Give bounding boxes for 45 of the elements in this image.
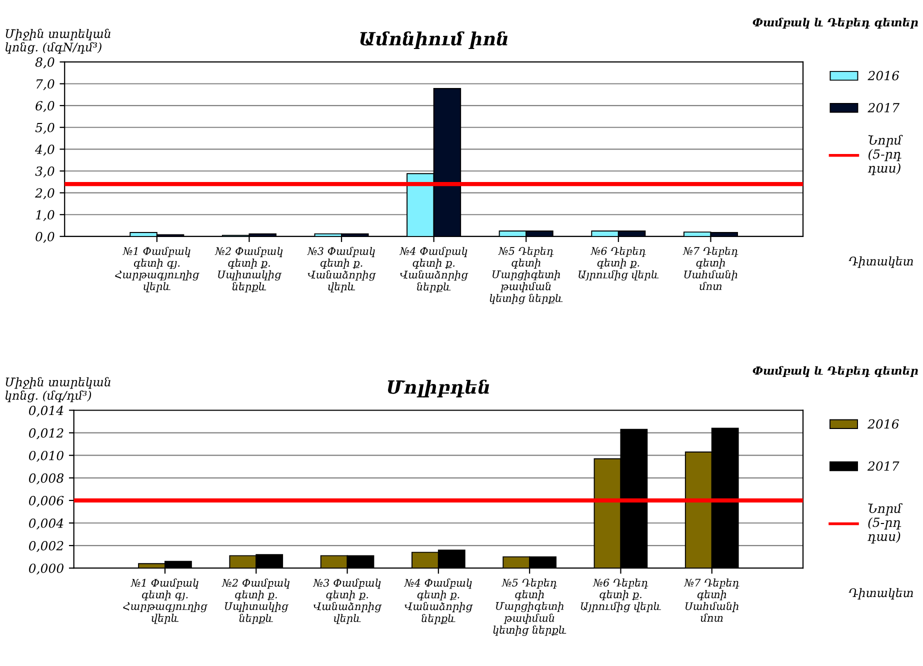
y-tick-label: 4,0 [34,144,54,156]
x-tick-label: №4 Փամբակ գետի ք. Վանաձորից ներքև [404,578,473,624]
x-tick-label: №7 Դեբեդ գետի Սահմանի մոտ [684,578,740,622]
x-tick-label: №6 Դեբեդ գետի ք. Այրումից վերև [580,578,662,612]
y-tick-label: 1,0 [36,210,54,222]
y-tick-label: 0,014 [28,406,64,417]
text: Փամբակ և Դեբեդ գետեր [752,366,918,377]
legend-label: 2017 [868,103,900,112]
y-tick-label: 3,0 [35,166,54,178]
legend-label: 2016 [868,70,900,80]
x-tick-label: №5 Դեբեդ գետի Մարցիգետի թափման կետից ներքև [490,246,563,304]
y-axis-title: Միջին տարեկան կոնց. (մգN/դմ³) [6,28,110,54]
legend-label: Նորմ (5-րդ դաս) [868,503,903,544]
x-tick-label: №3 Փամբակ գետի ք. Վանաձորից վերև [312,578,382,624]
y-tick-label: 0,008 [28,473,64,484]
y-tick-label: 0,000 [28,564,64,575]
x-tick-label: №3 Փամբակ գետի ք. Վանաձորից վերև [307,246,376,292]
y-tick-label: 0,002 [28,541,64,552]
legend-label: 2017 [867,461,900,471]
x-tick-label: №1 Փամբակ գետի գյ. Հարթագյուղից վերև [123,578,208,624]
x-axis-title: Դիտակետ [848,256,913,268]
legend-label: Նորմ (5-րդ դաս) [868,134,903,176]
y-tick-label: 0,012 [28,428,64,440]
x-tick-label: №7 Դեբեդ գետի Սահմանի մոտ [682,246,738,290]
text: Փամբակ և Դեբեդ գետեր [752,18,918,29]
x-tick-label: №2 Փամբակ գետի ք. Սպիտակից ներքև [214,246,283,292]
y-tick-label: 0,006 [28,496,64,507]
x-axis-title: Դիտակետ [848,588,913,600]
y-tick-label: 0,0 [36,232,54,243]
y-tick-label: 7,0 [36,79,54,90]
chart-title: Ամոնիում իոն [360,31,508,50]
chart-title: Մոլիբդեն [388,380,490,398]
y-tick-label: 6,0 [36,101,54,112]
legend-label: 2016 [867,419,899,429]
x-tick-label: №4 Փամբակ գետի ք. Վանաձորից ներքև [399,246,468,293]
y-tick-label: 5,0 [35,122,54,134]
x-tick-label: №2 Փամբակ գետի ք. Սպիտակից ներքև [222,578,290,624]
x-tick-label: №6 Դեբեդ գետի ք. Այրումից վերև [578,246,659,281]
x-tick-label: №1 Փամբակ գետի գյ. Հարթագյուղից վերև [115,246,200,292]
y-tick-label: 0,010 [28,450,64,462]
y-axis-title: Միջին տարեկան կոնց. (մգ/դմ³) [6,377,110,402]
x-tick-label: №5 Դեբեդ գետի Մարցիգետի թափման կետից ներքև [493,578,566,636]
y-tick-label: 8,0 [35,57,54,68]
y-tick-label: 0,004 [28,518,64,530]
y-tick-label: 2,0 [34,188,54,200]
